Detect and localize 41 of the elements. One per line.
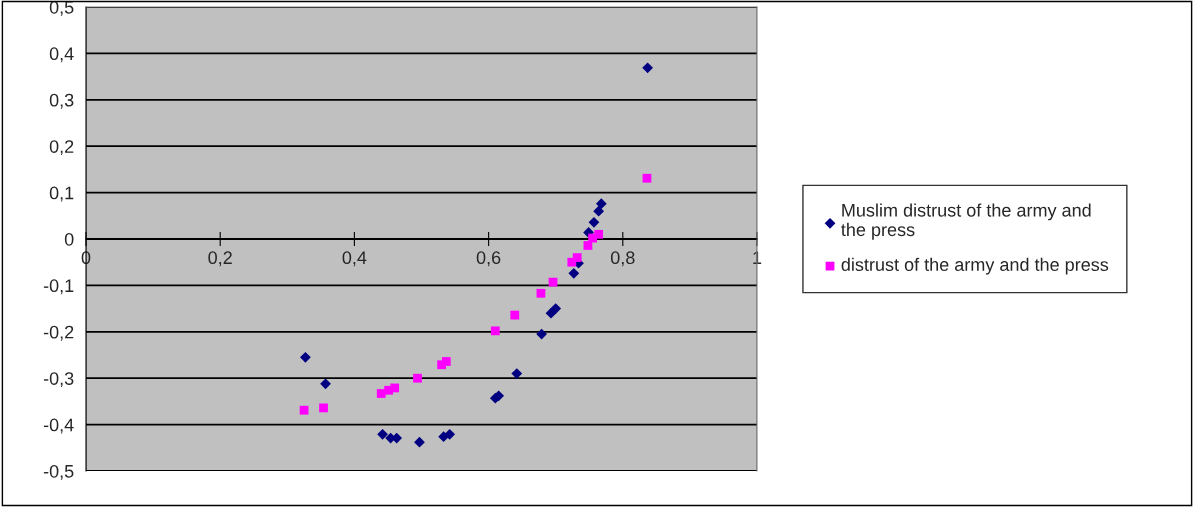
point (441, 357, 451, 366)
point (320, 378, 331, 390)
legend-label: Muslim distrust of the army and the press (841, 203, 1091, 240)
x-tick-label: 0,8 (610, 251, 635, 267)
point (444, 428, 456, 440)
point (593, 205, 605, 217)
point (299, 405, 309, 415)
y-tick-label: -0,1 (43, 279, 74, 295)
point (536, 288, 546, 298)
x-tick-label: 0,2 (208, 251, 232, 267)
y-tick-label: 0,2 (49, 140, 74, 156)
point (319, 403, 328, 413)
point (510, 310, 520, 320)
point (390, 383, 400, 393)
y-tick-label: -0,5 (43, 464, 74, 480)
point (572, 253, 582, 262)
y-tick-label: 0,4 (49, 47, 74, 63)
point (490, 326, 500, 336)
point (536, 328, 547, 340)
point (588, 216, 600, 228)
point (550, 303, 562, 314)
point (595, 198, 607, 210)
x-tick-label: 0,4 (342, 251, 367, 267)
y-tick-label: -0,2 (43, 325, 74, 341)
point (511, 368, 523, 379)
point (377, 428, 388, 440)
point (300, 351, 311, 363)
point (594, 229, 604, 239)
legend-label: distrust of the army and the press (841, 257, 1109, 275)
point (642, 62, 654, 74)
x-tick-label: 0,6 (476, 251, 501, 267)
point (568, 267, 580, 279)
point (642, 173, 652, 183)
point (548, 277, 558, 287)
y-tick-label: 0,3 (49, 93, 74, 109)
y-tick-label: -0,4 (43, 418, 74, 434)
y-tick-label: 0 (64, 232, 74, 246)
point (413, 373, 422, 383)
y-tick-label: -0,3 (43, 372, 74, 388)
y-tick-label: 0,1 (49, 186, 74, 202)
point (414, 436, 425, 448)
